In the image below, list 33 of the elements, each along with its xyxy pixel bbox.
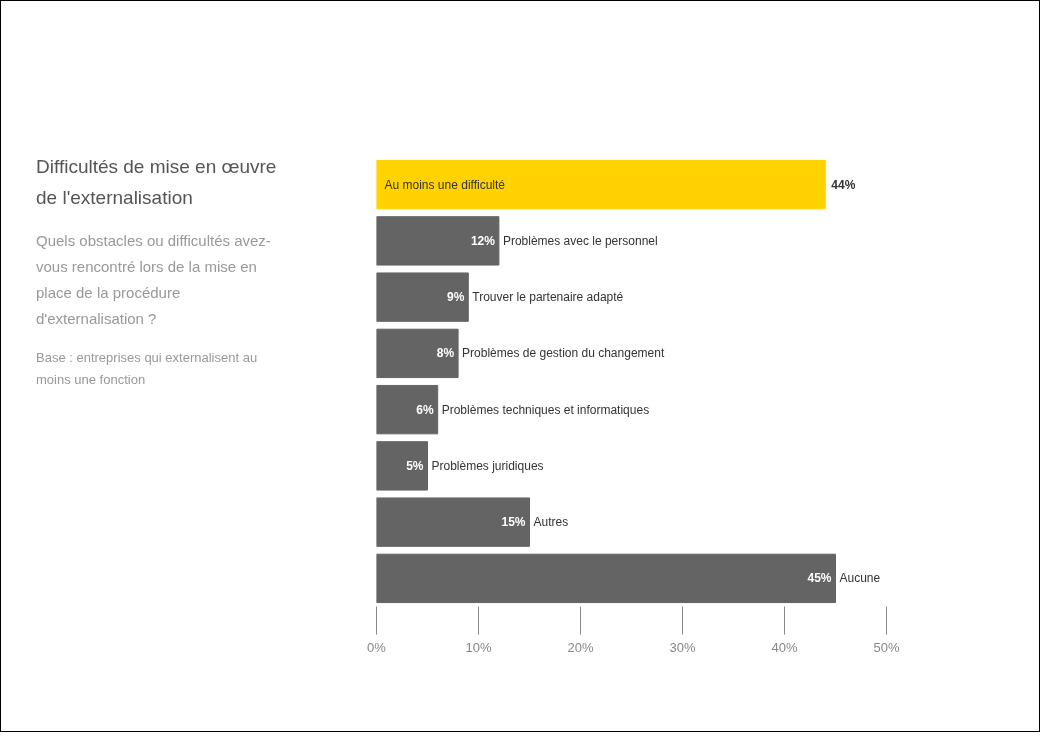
y-tick-label: Problèmes techniques et informatiques <box>441 402 650 417</box>
y-tick-label: Problèmes avec le personnel <box>502 233 658 248</box>
x-tick-label: 20% <box>567 639 594 655</box>
y-tick-label: Problèmes de gestion du changement <box>462 346 665 361</box>
data-label: 44% <box>831 177 856 192</box>
data-label: 15% <box>501 515 526 530</box>
x-tick-label: 0% <box>367 639 387 655</box>
y-tick-label: Aucune <box>839 571 881 586</box>
text: Quels obstacles ou difficultés avez-vous rencontré lors de la mise en place de la procédure d'externalisation ? <box>36 230 272 330</box>
y-tick-label: Trouver le partenaire adapté <box>472 290 624 305</box>
bar <box>376 328 459 379</box>
bar <box>376 553 836 604</box>
bar <box>376 497 530 547</box>
y-tick-label: Au moins une difficulté <box>384 177 506 192</box>
bar <box>376 159 826 210</box>
y-tick-label: Autres <box>533 515 569 530</box>
bar <box>376 216 500 266</box>
y-tick-label: Problèmes juridiques <box>431 458 544 473</box>
x-tick-label: 50% <box>873 639 900 655</box>
x-tick-label: 30% <box>669 639 696 655</box>
x-tick-label: 10% <box>465 639 492 655</box>
x-tick-label: 40% <box>771 639 798 655</box>
bar <box>376 272 469 322</box>
bar <box>376 441 428 491</box>
text: Base : entreprises qui externalisent au moins une fonction <box>36 348 259 389</box>
data-label: 45% <box>807 571 832 586</box>
data-label: 5% <box>406 458 424 473</box>
data-label: 6% <box>416 402 435 417</box>
text: Difficultés de mise en œuvre de l'externalisation <box>36 155 278 211</box>
data-label: 9% <box>446 290 465 305</box>
data-label: 12% <box>470 233 496 248</box>
data-label: 8% <box>436 346 455 361</box>
bar <box>376 384 439 435</box>
